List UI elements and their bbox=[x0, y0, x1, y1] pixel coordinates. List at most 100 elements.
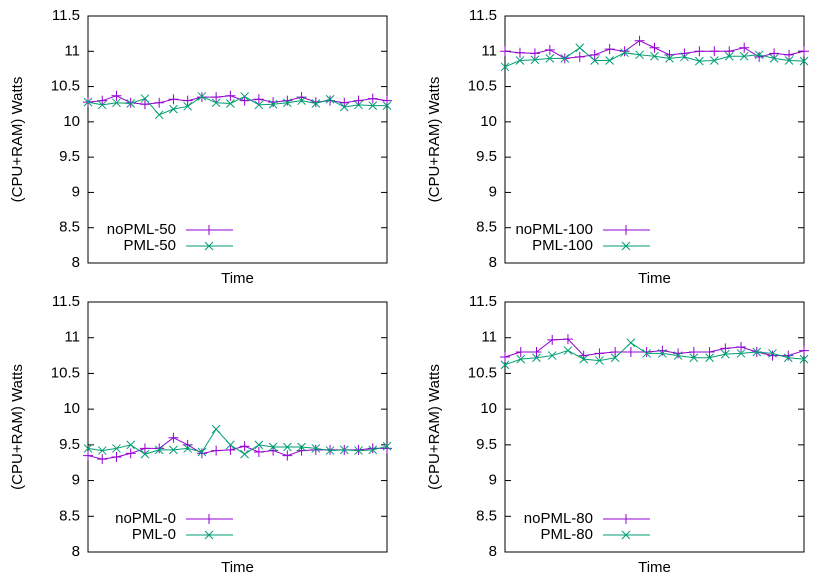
x-axis-label: Time bbox=[221, 270, 254, 287]
marker bbox=[720, 349, 730, 359]
marker bbox=[204, 514, 214, 524]
marker bbox=[154, 443, 165, 454]
marker bbox=[268, 97, 279, 108]
legend-label: noPML-0 bbox=[115, 510, 176, 527]
marker bbox=[515, 56, 525, 65]
marker bbox=[694, 46, 705, 57]
marker bbox=[197, 92, 207, 101]
marker bbox=[530, 55, 540, 65]
marker bbox=[531, 347, 542, 357]
marker bbox=[589, 49, 600, 60]
marker bbox=[254, 100, 264, 110]
y-tick-label: 8.5 bbox=[59, 219, 80, 236]
y-tick-label: 8.5 bbox=[476, 507, 497, 524]
marker bbox=[325, 446, 335, 455]
series-line bbox=[87, 95, 387, 116]
marker bbox=[354, 446, 363, 455]
marker bbox=[204, 530, 214, 540]
marker bbox=[154, 97, 165, 108]
marker bbox=[680, 52, 689, 62]
marker bbox=[500, 46, 510, 57]
marker bbox=[799, 345, 809, 356]
marker bbox=[720, 343, 731, 354]
marker bbox=[97, 454, 108, 465]
marker bbox=[83, 97, 93, 107]
marker bbox=[339, 102, 349, 112]
marker bbox=[254, 440, 264, 450]
marker bbox=[253, 447, 264, 457]
marker bbox=[382, 95, 392, 106]
marker bbox=[226, 440, 235, 450]
marker bbox=[574, 51, 585, 62]
y-tick-label: 10 bbox=[480, 113, 497, 130]
marker bbox=[297, 442, 306, 452]
y-tick-label: 11.5 bbox=[469, 7, 497, 24]
marker bbox=[635, 50, 644, 60]
marker bbox=[532, 353, 541, 363]
y-tick-label: 10 bbox=[63, 113, 80, 130]
series-line bbox=[87, 428, 388, 455]
marker bbox=[704, 347, 715, 357]
y-tick-label: 11.5 bbox=[52, 293, 80, 310]
marker bbox=[547, 351, 557, 360]
marker bbox=[694, 56, 704, 66]
y-tick-label: 11 bbox=[64, 329, 80, 346]
marker bbox=[211, 92, 222, 103]
plot-frame bbox=[504, 301, 805, 553]
y-tick-label: 9 bbox=[72, 472, 80, 489]
marker bbox=[709, 56, 719, 65]
marker bbox=[649, 42, 660, 53]
y-tick-label: 10.5 bbox=[468, 78, 497, 95]
marker bbox=[625, 347, 636, 357]
marker bbox=[500, 352, 510, 362]
y-axis-label: (CPU+RAM) Watts bbox=[9, 364, 26, 490]
marker bbox=[547, 334, 558, 345]
x-axis-label: Time bbox=[638, 270, 671, 287]
marker bbox=[514, 47, 525, 58]
legend-label: PML-0 bbox=[132, 526, 176, 543]
marker bbox=[610, 347, 621, 357]
y-tick-label: 8 bbox=[489, 543, 497, 560]
marker bbox=[239, 441, 250, 452]
legend-label: PML-50 bbox=[123, 237, 176, 254]
y-tick-label: 10.5 bbox=[468, 364, 497, 381]
marker bbox=[621, 514, 631, 524]
marker bbox=[196, 448, 207, 459]
marker bbox=[736, 349, 746, 358]
marker bbox=[544, 44, 555, 55]
marker bbox=[641, 347, 652, 357]
marker bbox=[310, 444, 321, 455]
marker bbox=[325, 94, 335, 104]
y-tick-label: 9 bbox=[489, 183, 497, 200]
marker bbox=[154, 110, 164, 120]
marker bbox=[545, 53, 555, 63]
marker bbox=[590, 56, 600, 65]
marker bbox=[658, 349, 667, 358]
marker bbox=[368, 101, 378, 110]
marker bbox=[799, 46, 809, 57]
marker bbox=[619, 46, 630, 57]
marker bbox=[204, 225, 214, 235]
marker bbox=[354, 100, 363, 110]
marker bbox=[353, 444, 364, 455]
marker bbox=[139, 443, 150, 454]
marker bbox=[226, 99, 235, 108]
marker bbox=[168, 432, 179, 443]
marker bbox=[621, 225, 631, 235]
marker bbox=[268, 99, 278, 109]
marker bbox=[183, 101, 193, 111]
marker bbox=[709, 46, 720, 57]
marker bbox=[154, 445, 164, 455]
marker bbox=[97, 95, 108, 106]
marker bbox=[368, 445, 378, 455]
marker bbox=[182, 95, 193, 106]
marker bbox=[204, 241, 214, 251]
marker bbox=[197, 447, 207, 457]
marker bbox=[736, 342, 747, 352]
marker bbox=[769, 53, 779, 63]
marker bbox=[125, 448, 136, 459]
plot-frame bbox=[87, 15, 388, 264]
marker bbox=[689, 353, 699, 363]
y-tick-label: 8 bbox=[72, 254, 80, 271]
marker bbox=[367, 443, 378, 454]
